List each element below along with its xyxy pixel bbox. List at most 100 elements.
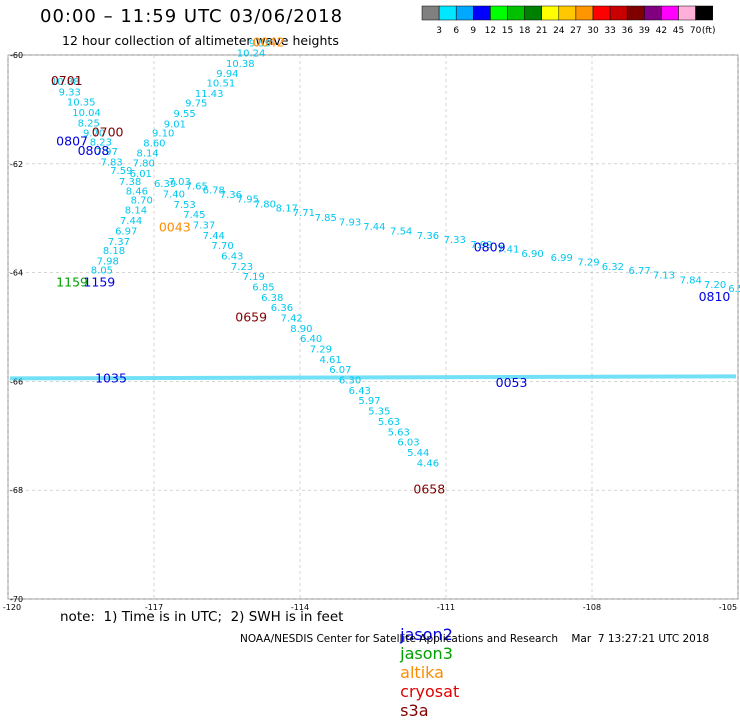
swh-value-label: 10.24 xyxy=(237,49,266,60)
swh-value-label: 7.03 xyxy=(169,177,191,188)
lon-tick-label: -120 xyxy=(3,603,21,612)
scale-tick-label: 36 xyxy=(621,26,633,36)
swh-value-label: 7.80 xyxy=(133,159,155,170)
swh-value-label: 4.46 xyxy=(417,458,439,469)
swh-value-label: 7.71 xyxy=(293,208,315,219)
satellite-legend: jason2 jason3 altika cryosat s3a xyxy=(390,606,469,720)
pass-time-label: 0808 xyxy=(78,143,110,158)
scale-swatch xyxy=(695,5,713,21)
scale-tick-label: 70 xyxy=(690,26,702,36)
lon-tick-label: -117 xyxy=(145,603,163,612)
scale-unit-label: (ft) xyxy=(702,26,716,36)
lat-tick-label: -60 xyxy=(10,51,23,60)
swh-value-label: 9.10 xyxy=(152,129,174,140)
swh-value-label: 7.41 xyxy=(497,244,519,255)
swh-value-label: 7.33 xyxy=(444,235,466,246)
swh-value-label: 7.93 xyxy=(339,217,361,228)
scale-tick-label: 21 xyxy=(536,26,547,36)
swh-value-label: 9.75 xyxy=(185,99,207,110)
swh-value-label: 6.77 xyxy=(629,266,651,277)
pass-time-label: 0659 xyxy=(235,310,267,325)
swh-value-label: 6.99 xyxy=(551,253,573,264)
scale-tick-label: 24 xyxy=(553,26,565,36)
lat-tick-label: -68 xyxy=(10,486,23,495)
swh-value-label: 10.51 xyxy=(207,79,236,90)
swh-value-label: 5.63 xyxy=(388,427,410,438)
scale-tick-label: 42 xyxy=(656,26,667,36)
swh-value-label: 6.40 xyxy=(300,334,322,345)
swh-value-label: 7.84 xyxy=(680,275,702,286)
swh-value-label: 6.32 xyxy=(602,262,624,273)
swh-value-label: 7.83 xyxy=(100,157,122,168)
swh-value-label: 8.70 xyxy=(131,196,153,207)
swh-value-label: 9.59 xyxy=(249,38,271,49)
swh-value-label: 8.46 xyxy=(126,186,148,197)
scale-tick-label: 39 xyxy=(639,26,651,36)
sat-label-s3a: s3a xyxy=(400,701,429,720)
swh-value-label: 7.59 xyxy=(110,166,132,177)
lon-tick-label: -105 xyxy=(719,603,737,612)
pass-time-label: 1159 xyxy=(83,275,115,290)
swh-value-label: 6.36 xyxy=(271,303,293,314)
swh-value-label: 7.95 xyxy=(237,194,259,205)
swh-value-label: 9.94 xyxy=(216,69,238,80)
scale-tick-label: 33 xyxy=(604,26,615,36)
swh-value-label: 7.42 xyxy=(281,314,303,325)
swh-value-label: 7.85 xyxy=(315,213,337,224)
swh-value-label: 6.38 xyxy=(261,293,283,304)
lat-tick-label: -70 xyxy=(10,595,23,604)
swh-value-label: 7.45 xyxy=(183,210,205,221)
chart-subtitle: 12 hour collection of altimeter wave hei… xyxy=(62,33,339,48)
lon-tick-label: -111 xyxy=(437,603,455,612)
swh-value-label: 9.55 xyxy=(173,109,195,120)
swh-value-label: 6.30 xyxy=(339,376,361,387)
swh-value-label: 7.23 xyxy=(231,262,253,273)
swh-value-label: 7.37 xyxy=(108,237,130,248)
swh-value-label: 7.65 xyxy=(186,181,208,192)
swh-value-label: 10.88 xyxy=(51,77,80,88)
swh-value-label: 7.13 xyxy=(653,271,675,282)
swh-value-label: 7.38 xyxy=(119,177,141,188)
wave-height-map: -60 -62 -64 -66 -68 -70-120 -117 -114 -111 -108 -1… xyxy=(3,34,740,612)
swh-value-label: 5.44 xyxy=(407,448,429,459)
sat-label-altika: altika xyxy=(400,663,444,682)
swh-value-label: 7.53 xyxy=(173,200,195,211)
lat-tick-label: -66 xyxy=(10,377,23,386)
swh-value-label: 6.85 xyxy=(252,283,274,294)
scale-tick-label: 18 xyxy=(519,26,531,36)
scale-tick-label: 27 xyxy=(570,26,581,36)
lon-tick-label: -108 xyxy=(583,603,601,612)
scale-tick-label: 6 xyxy=(453,26,459,36)
scale-tick-label: 9 xyxy=(470,26,476,36)
pass-time-label: 1159 xyxy=(56,275,88,290)
pass-time-label: 0042 xyxy=(253,34,285,49)
swh-value-label: 6.78 xyxy=(203,186,225,197)
pass-time-label: 0807 xyxy=(56,133,88,148)
scale-tick-label: 12 xyxy=(485,26,496,36)
swh-value-label: 8.14 xyxy=(125,205,147,216)
swh-value-label: 7.37 xyxy=(193,221,215,232)
swh-value-label: 6.39 xyxy=(154,179,176,190)
chart-title: 00:00 – 11:59 UTC 03/06/2018 xyxy=(40,6,344,27)
swh-value-label: 11.43 xyxy=(195,89,224,100)
swh-value-label: 6.01 xyxy=(130,169,152,180)
swh-value-label: 5.97 xyxy=(358,396,380,407)
dense-track-band xyxy=(9,374,737,381)
swh-value-label: 7.19 xyxy=(243,272,265,283)
pass-time-label: 0809 xyxy=(474,239,506,254)
lat-tick-label: -62 xyxy=(10,160,23,169)
swh-value-label: 7.20 xyxy=(704,280,726,291)
scale-tick-label: 3 xyxy=(436,26,442,36)
swh-value-label: 6.90 xyxy=(521,249,543,260)
swh-value-label: 10.04 xyxy=(72,108,101,119)
swh-value-label: 7.97 xyxy=(96,147,118,158)
swh-value-label: 6.03 xyxy=(397,438,419,449)
pass-time-label: 1035 xyxy=(95,370,127,385)
swh-value-label: 10.38 xyxy=(226,59,255,70)
swh-value-label: 7.44 xyxy=(203,231,225,242)
footer-notes: note: 1) Time is in UTC; 2) SWH is in fe… xyxy=(60,609,344,625)
swh-value-label: 9.70 xyxy=(83,129,105,140)
swh-value-label: 7.99 xyxy=(470,240,492,251)
pass-time-label: 0700 xyxy=(92,125,124,140)
swh-value-label: 6.07 xyxy=(329,365,351,376)
